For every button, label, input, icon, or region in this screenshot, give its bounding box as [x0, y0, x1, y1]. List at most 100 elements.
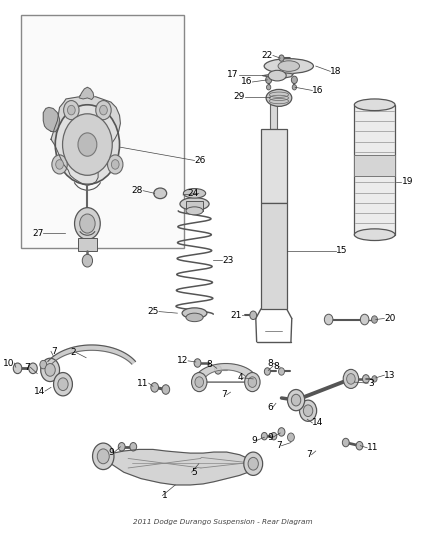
Circle shape — [41, 358, 60, 382]
Circle shape — [279, 368, 285, 375]
Circle shape — [191, 373, 207, 392]
Polygon shape — [48, 345, 135, 364]
Circle shape — [325, 314, 333, 325]
Circle shape — [291, 76, 297, 84]
Ellipse shape — [182, 308, 207, 318]
Circle shape — [67, 106, 75, 115]
Text: 9: 9 — [267, 433, 273, 442]
Circle shape — [52, 155, 67, 174]
Circle shape — [288, 391, 304, 410]
Bar — [186, 201, 203, 211]
Circle shape — [266, 76, 272, 84]
Circle shape — [130, 442, 137, 451]
Ellipse shape — [268, 70, 286, 81]
Circle shape — [63, 114, 112, 175]
Circle shape — [356, 441, 363, 450]
Bar — [354, 105, 395, 235]
Text: 16: 16 — [312, 86, 324, 95]
Text: 11: 11 — [137, 378, 148, 387]
Circle shape — [265, 368, 270, 375]
Polygon shape — [43, 108, 60, 132]
Ellipse shape — [186, 207, 203, 215]
Ellipse shape — [354, 229, 395, 240]
Text: 21: 21 — [230, 311, 242, 320]
Text: 6: 6 — [267, 402, 273, 411]
Circle shape — [261, 432, 267, 440]
Text: 8: 8 — [206, 360, 212, 369]
Text: 17: 17 — [227, 70, 239, 79]
Text: 5: 5 — [191, 468, 197, 477]
Circle shape — [304, 405, 313, 417]
Circle shape — [244, 452, 263, 475]
Text: 25: 25 — [148, 307, 159, 316]
Circle shape — [266, 85, 271, 90]
Circle shape — [343, 438, 349, 447]
Polygon shape — [263, 73, 293, 78]
Bar — [78, 238, 97, 251]
Text: 7: 7 — [25, 363, 30, 372]
Text: 3: 3 — [368, 378, 374, 387]
Circle shape — [29, 363, 37, 374]
Circle shape — [279, 55, 284, 61]
Circle shape — [58, 378, 68, 391]
Circle shape — [13, 363, 22, 374]
Ellipse shape — [264, 59, 314, 74]
Circle shape — [360, 314, 369, 325]
Bar — [261, 128, 286, 203]
Text: 13: 13 — [384, 370, 396, 379]
Text: 1: 1 — [162, 491, 168, 500]
Text: 15: 15 — [336, 246, 347, 255]
Text: 11: 11 — [367, 443, 379, 453]
Text: 29: 29 — [233, 92, 245, 101]
Circle shape — [371, 316, 378, 323]
Text: 7: 7 — [221, 390, 226, 399]
Circle shape — [300, 400, 317, 421]
Text: 14: 14 — [312, 418, 324, 427]
Circle shape — [74, 208, 100, 239]
Ellipse shape — [154, 188, 167, 199]
Bar — [270, 100, 277, 128]
Text: 16: 16 — [241, 77, 252, 86]
Text: 14: 14 — [34, 386, 45, 395]
Circle shape — [162, 385, 170, 394]
Text: 23: 23 — [223, 256, 234, 265]
Circle shape — [96, 101, 111, 119]
Circle shape — [118, 442, 125, 451]
Text: 4: 4 — [237, 373, 243, 382]
Text: 26: 26 — [194, 156, 206, 165]
Circle shape — [248, 377, 257, 387]
Text: 10: 10 — [3, 359, 14, 367]
Circle shape — [82, 254, 92, 267]
Circle shape — [271, 432, 277, 440]
Circle shape — [363, 375, 369, 383]
Circle shape — [372, 376, 377, 382]
Text: 24: 24 — [187, 189, 199, 198]
Polygon shape — [51, 96, 120, 185]
Circle shape — [55, 105, 120, 184]
Circle shape — [64, 101, 79, 119]
Text: 27: 27 — [32, 229, 43, 238]
Text: 12: 12 — [177, 357, 188, 366]
Circle shape — [107, 155, 123, 174]
Ellipse shape — [266, 90, 292, 107]
Ellipse shape — [278, 61, 300, 71]
Circle shape — [53, 373, 72, 396]
Text: 7: 7 — [51, 347, 57, 356]
Text: 2011 Dodge Durango Suspension - Rear Diagram: 2011 Dodge Durango Suspension - Rear Dia… — [133, 519, 312, 525]
Circle shape — [287, 390, 305, 411]
Circle shape — [248, 457, 258, 470]
Circle shape — [287, 433, 294, 441]
Circle shape — [78, 133, 97, 156]
Circle shape — [245, 373, 260, 392]
Text: 9: 9 — [109, 448, 114, 457]
Circle shape — [346, 374, 355, 384]
Text: 28: 28 — [132, 186, 143, 195]
Text: 7: 7 — [306, 450, 311, 459]
Polygon shape — [79, 87, 94, 100]
Text: 9: 9 — [251, 436, 257, 445]
Circle shape — [215, 366, 222, 374]
Ellipse shape — [186, 313, 203, 321]
Ellipse shape — [180, 198, 209, 211]
Circle shape — [292, 395, 300, 406]
Bar — [354, 155, 395, 176]
